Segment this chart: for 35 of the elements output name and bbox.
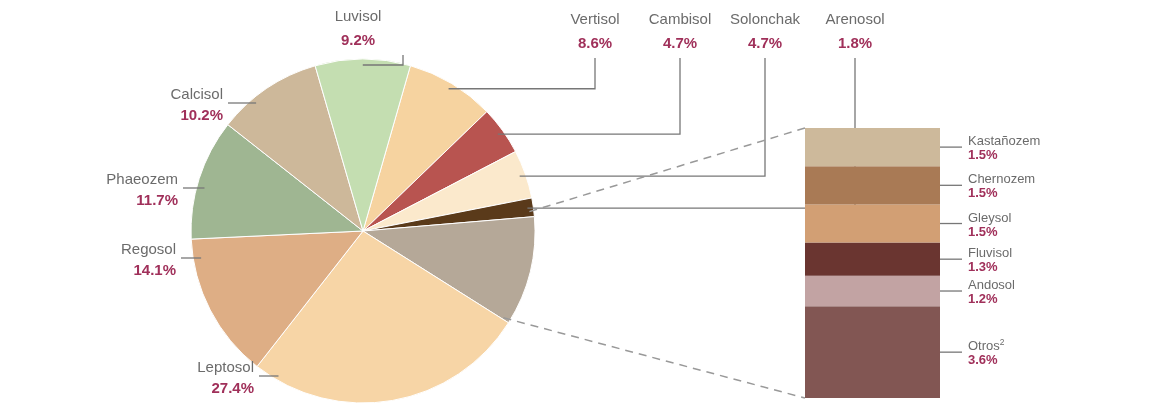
bar [805, 242, 940, 276]
data-label: 1.8% [837, 34, 873, 51]
data-label: 1.3% [968, 259, 999, 275]
slice-label: Solonchak [729, 10, 801, 27]
data-label: 4.7% [662, 34, 698, 51]
bar [805, 306, 940, 398]
slice-label: Vertisol [570, 10, 620, 27]
text: Fluvisol [968, 245, 1013, 261]
data-label: 1.5% [968, 147, 999, 163]
slice-label: Calcisol [170, 85, 223, 102]
bar [805, 275, 940, 307]
text: Andosol [968, 277, 1016, 293]
data-label: 8.6% [577, 34, 613, 51]
data-label: 1.2% [968, 291, 999, 307]
data-label: 3.6% [968, 352, 999, 368]
data-label: 1.5% [968, 185, 999, 201]
bar [805, 128, 940, 167]
bar [805, 204, 940, 243]
slice-label: Leptosol [197, 358, 254, 375]
text: Chernozem [968, 171, 1036, 187]
data-label: 11.7% [136, 191, 178, 208]
slice-label: Regosol [120, 240, 176, 257]
text: Otros$^{2}$ [968, 337, 1005, 354]
text: Kastañozem [968, 133, 1041, 149]
data-label: 14.1% [133, 261, 176, 278]
slice-label: Phaeozem [106, 170, 178, 187]
slice-label: Cambisol [648, 10, 712, 27]
data-label: 27.4% [211, 379, 254, 396]
bar [805, 166, 940, 205]
slice-label: Arenosol [825, 10, 885, 27]
data-label: 4.7% [747, 34, 783, 51]
text: Gleysol [968, 209, 1012, 225]
data-label: 9.2% [340, 31, 376, 48]
data-label: 10.2% [180, 106, 223, 123]
slice-label: Luvisol [334, 7, 382, 24]
